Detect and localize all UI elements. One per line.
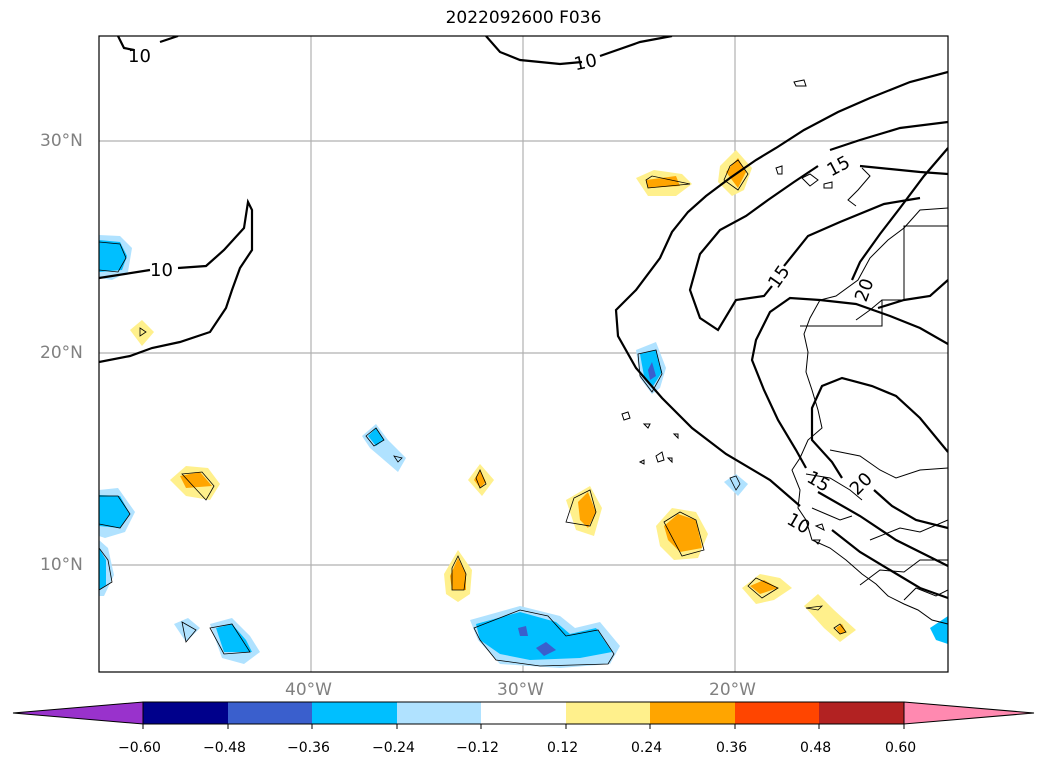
negative-patch xyxy=(362,424,406,472)
lat-label-30n: 30°N xyxy=(40,131,83,151)
contour-label: 20 xyxy=(846,469,877,500)
map-title: 2022092600 F036 xyxy=(445,8,602,28)
lat-label-10n: 10°N xyxy=(40,555,83,575)
contour-label: 20 xyxy=(851,276,879,305)
colorbar-segment xyxy=(735,702,819,724)
coastlines xyxy=(621,79,948,625)
colorbar-tick-marks xyxy=(142,724,905,729)
contour-label: 15 xyxy=(803,467,833,497)
positive-patch xyxy=(450,558,466,590)
positive-patch xyxy=(130,320,154,346)
colorbar-tick-label: −0.60 xyxy=(118,740,161,756)
negative-patch xyxy=(368,428,384,446)
contour-label: 15 xyxy=(824,152,854,181)
negative-patch xyxy=(99,240,127,272)
colorbar-tick-label: −0.24 xyxy=(372,740,415,756)
negative-patch xyxy=(99,495,130,528)
contour-label: 15 xyxy=(764,262,794,293)
colorbar-tick-label: 0.36 xyxy=(716,740,748,756)
strong-negative xyxy=(518,626,528,636)
positive-patch xyxy=(474,470,486,488)
contour-label: 10 xyxy=(150,260,173,281)
contour-label: 10 xyxy=(572,50,599,75)
colorbar-segment xyxy=(397,702,481,724)
colorbar-frame xyxy=(142,701,905,725)
positive-patch xyxy=(578,492,596,528)
gridlines xyxy=(99,36,948,672)
map-frame xyxy=(98,35,949,673)
colorbar-segment xyxy=(650,702,735,724)
strong-negative xyxy=(648,362,656,380)
lon-label-30w: 30°W xyxy=(497,680,544,700)
colorbar-tick-label: −0.12 xyxy=(456,740,499,756)
positive-patch xyxy=(804,594,856,642)
lat-label-20n: 20°N xyxy=(40,343,83,363)
positive-patch xyxy=(836,624,846,634)
colorbar-tick-label: 0.24 xyxy=(631,740,663,756)
colorbar-segment xyxy=(228,702,312,724)
negative-patch xyxy=(174,618,200,642)
colorbar-segment xyxy=(819,702,904,724)
positive-patch xyxy=(180,472,212,488)
strong-negative xyxy=(536,642,556,656)
colorbar-tick-label: 0.60 xyxy=(885,740,917,756)
colorbar-high-extension xyxy=(903,701,1035,725)
anomaly-fills xyxy=(99,150,948,668)
negative-patch xyxy=(99,548,106,590)
positive-patch xyxy=(750,580,778,594)
colorbar-segment xyxy=(481,702,566,724)
lon-label-20w: 20°W xyxy=(709,680,756,700)
map-content: 10 10 10 15 15 20 10 15 20 xyxy=(99,36,948,672)
colorbar-tick-label: 0.12 xyxy=(547,740,579,756)
lon-label-40w: 40°W xyxy=(285,680,332,700)
contour-label: 10 xyxy=(128,46,151,67)
negative-patch xyxy=(216,624,252,652)
colorbar-tick-label: 0.48 xyxy=(800,740,832,756)
negative-patch xyxy=(476,612,612,660)
colorbar-low-extension xyxy=(12,701,144,725)
colorbar-tick-label: −0.36 xyxy=(287,740,330,756)
colorbar-segment xyxy=(566,702,650,724)
colorbar-segment xyxy=(312,702,397,724)
contour-label: 10 xyxy=(783,509,813,539)
negative-patch xyxy=(724,474,748,496)
colorbar xyxy=(12,701,1035,729)
colorbar-segment xyxy=(143,702,228,724)
contour-lines xyxy=(99,36,948,600)
colorbar-tick-label: −0.48 xyxy=(203,740,246,756)
anomaly-outlines xyxy=(99,159,847,667)
positive-patch xyxy=(664,514,702,552)
positive-patch xyxy=(646,176,680,188)
